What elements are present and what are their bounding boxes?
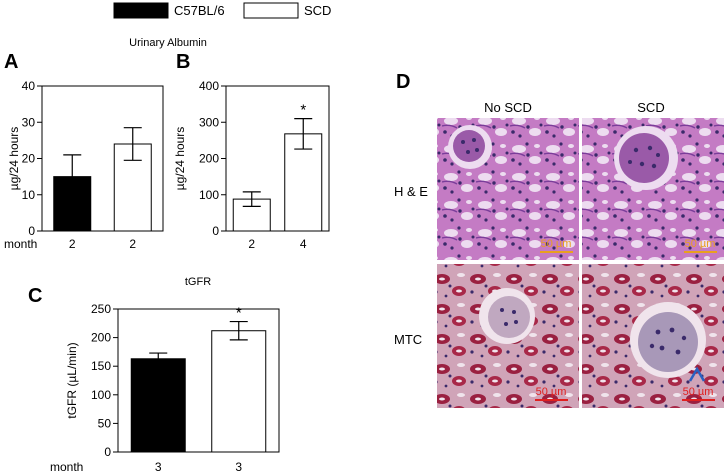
- legend-swatch-c57bl6: [113, 2, 169, 19]
- histology-tile-mtc-no-scd: 50 µm: [437, 264, 579, 408]
- chart-c-ytick-label: 50: [98, 416, 112, 430]
- chart-panel-a: Urinary Albumin 0 10 20 30 40 µg/24 hours 2 2 mon…: [4, 37, 207, 251]
- chart-b-xtick-label-1: 4: [300, 237, 307, 251]
- chart-panel-c: tGFR 0 50 100 150 200 250 tGFR (µL/min) 3 * 3 month: [50, 276, 280, 474]
- chart-c-title: tGFR: [185, 276, 211, 288]
- histology-row-label-mtc: MTC: [394, 332, 422, 347]
- histology-tile-he-scd: 50 µm: [582, 118, 724, 260]
- chart-a-ytick-label: 0: [28, 224, 35, 238]
- legend-label-c57bl6: C57BL/6: [174, 3, 225, 18]
- chart-b-ytick-label: 200: [199, 152, 219, 166]
- chart-a-xtick-label-0: 2: [69, 237, 76, 251]
- scale-label-he-scd: 50 µm: [685, 238, 716, 250]
- arrowhead-marker: [688, 366, 706, 382]
- scale-label-he-no-scd: 50 µm: [541, 238, 572, 250]
- chart-a-xtick-label-1: 2: [129, 237, 136, 251]
- chart-c-xtick-label-0: 3: [155, 460, 162, 474]
- histology-panel: No SCD SCD H & E MTC 50 µm 50 µm: [394, 100, 724, 408]
- legend: C57BL/6 SCD: [113, 2, 331, 19]
- chart-c-bar-0: [130, 358, 186, 453]
- scale-label-mtc-no-scd: 50 µm: [536, 386, 567, 398]
- panel-letter-d: D: [396, 71, 410, 93]
- chart-a-title: Urinary Albumin: [129, 37, 207, 49]
- chart-c-frame: [117, 308, 280, 453]
- chart-c-ytick-label: 100: [91, 388, 111, 402]
- chart-a-ylabel: µg/24 hours: [7, 127, 21, 191]
- histology-tile-mtc-scd: 50 µm: [582, 264, 724, 408]
- chart-b-significance-1: *: [300, 102, 306, 119]
- chart-c-ytick-label: 150: [91, 359, 111, 373]
- histology-column-label-scd: SCD: [637, 100, 664, 115]
- chart-a-ytick-label: 20: [22, 152, 36, 166]
- histology-row-label-he: H & E: [394, 184, 428, 199]
- chart-panel-b: 0 100 200 300 400 µg/24 hours 2 * 4: [173, 79, 330, 251]
- chart-c-ytick-label: 0: [104, 445, 111, 459]
- chart-a-bar-0: [53, 176, 92, 232]
- chart-b-ylabel: µg/24 hours: [173, 127, 187, 191]
- scale-label-mtc-scd: 50 µm: [683, 386, 714, 398]
- panel-letter-b: B: [176, 51, 190, 73]
- chart-a-ytick-label: 40: [22, 79, 36, 93]
- chart-c-significance-1: *: [236, 305, 242, 322]
- chart-b-ytick-label: 100: [199, 188, 219, 202]
- legend-label-scd: SCD: [304, 3, 331, 18]
- chart-b-ytick-label: 300: [199, 115, 219, 129]
- panel-letter-c: C: [28, 285, 42, 307]
- panel-letter-a: A: [4, 51, 18, 73]
- chart-c-xtick-label-1: 3: [235, 460, 242, 474]
- chart-c-bar-1: [211, 330, 267, 453]
- chart-b-xtick-label-0: 2: [248, 237, 255, 251]
- histology-tile-he-no-scd: 50 µm: [437, 118, 579, 260]
- chart-a-ytick-label: 30: [22, 115, 36, 129]
- chart-a-ytick-label: 10: [22, 188, 36, 202]
- chart-b-ytick-label: 400: [199, 79, 219, 93]
- chart-c-xlabel: month: [50, 460, 83, 474]
- histology-column-label-no-scd: No SCD: [484, 100, 532, 115]
- chart-c-ylabel: tGFR (µL/min): [65, 342, 79, 418]
- legend-swatch-scd: [243, 2, 299, 19]
- chart-b-ytick-label: 0: [212, 224, 219, 238]
- chart-c-ytick-label: 200: [91, 331, 111, 345]
- chart-c-ytick-label: 250: [91, 302, 111, 316]
- chart-a-xlabel: month: [4, 237, 37, 251]
